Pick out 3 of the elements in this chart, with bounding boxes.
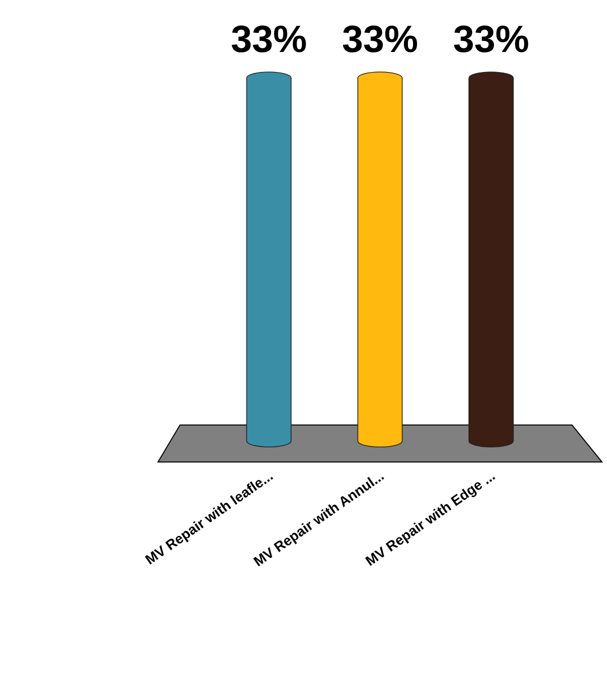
data-label: 33%: [453, 19, 530, 61]
data-label: 33%: [230, 19, 307, 61]
data-label: 33%: [342, 19, 418, 61]
